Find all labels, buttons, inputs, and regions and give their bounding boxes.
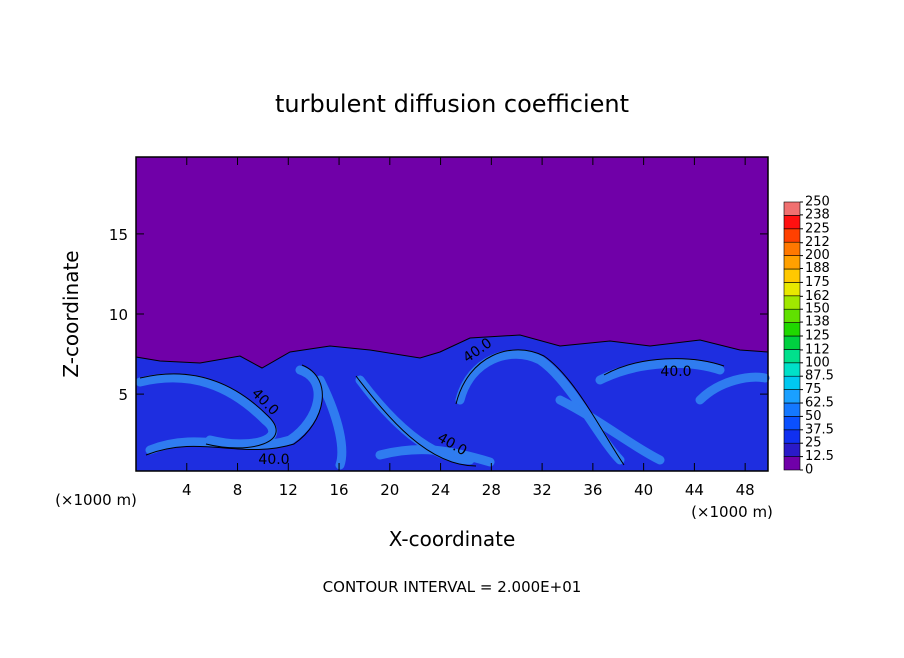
colorbar-label: 75 (805, 382, 822, 397)
contour-label: 40.0 (660, 364, 691, 380)
colorbar-swatch (783, 282, 801, 297)
colorbar-swatch (783, 295, 801, 310)
x-tick-label: 16 (330, 481, 349, 499)
x-tick-label: 20 (380, 481, 399, 499)
colorbar-label: 12.5 (805, 449, 834, 464)
field (135, 157, 770, 472)
colorbar-label: 175 (805, 275, 830, 290)
x-tick-label: 28 (482, 481, 501, 499)
colorbar-swatch (783, 255, 801, 270)
colorbar-label: 50 (805, 409, 822, 424)
colorbar-label: 25 (805, 436, 822, 451)
x-tick-label: 40 (634, 481, 653, 499)
y-tick-label: 5 (118, 386, 128, 404)
colorbar-label: 112 (805, 342, 830, 357)
colorbar-swatch (783, 456, 801, 471)
colorbar-swatch (783, 402, 801, 417)
colorbar-swatch (783, 349, 801, 364)
colorbar-swatch (783, 362, 801, 377)
colorbar-swatch (783, 375, 801, 390)
colorbar-label: 200 (805, 248, 830, 263)
colorbar-label: 162 (805, 289, 830, 304)
colorbar-swatch (783, 241, 801, 256)
x-tick-label: 36 (583, 481, 602, 499)
y-tick-label: 10 (109, 306, 128, 324)
x-tick-label: 8 (233, 481, 243, 499)
colorbar-label: 212 (805, 235, 830, 250)
colorbar-swatch (783, 442, 801, 457)
colorbar-label: 138 (805, 315, 830, 330)
colorbar-label: 188 (805, 261, 830, 276)
colorbar-swatch (783, 389, 801, 404)
chart-title: turbulent diffusion coefficient (275, 90, 629, 118)
colorbar-swatch (783, 215, 801, 230)
x-unit-label: (×1000 m) (691, 503, 773, 521)
colorbar-label: 87.5 (805, 369, 834, 384)
colorbar-label: 0 (805, 463, 813, 478)
field-swirls (135, 349, 770, 470)
colorbar-label: 37.5 (805, 422, 834, 437)
x-tick-label: 12 (279, 481, 298, 499)
colorbar-swatch (783, 308, 801, 323)
colorbar-label: 250 (805, 195, 830, 210)
colorbar-label: 225 (805, 221, 830, 236)
colorbar-swatch (783, 416, 801, 431)
colorbar-label: 150 (805, 302, 830, 317)
colorbar-label: 125 (805, 329, 830, 344)
footnote: CONTOUR INTERVAL = 2.000E+01 (323, 578, 582, 596)
y-unit-label: (×1000 m) (55, 491, 137, 509)
x-tick-label: 4 (182, 481, 192, 499)
x-tick-label: 44 (685, 481, 704, 499)
colorbar-swatch (783, 201, 801, 216)
colorbar-swatch (783, 322, 801, 337)
colorbar-swatch (783, 228, 801, 243)
colorbar-swatch (783, 429, 801, 444)
x-tick-label: 48 (736, 481, 755, 499)
colorbar-swatch (783, 335, 801, 350)
colorbar-label: 238 (805, 207, 830, 222)
x-axis-title: X-coordinate (389, 527, 516, 551)
colorbar-label: 100 (805, 355, 830, 370)
contour-label: 40.0 (258, 452, 289, 468)
colorbar-swatch (783, 268, 801, 283)
x-tick-label: 32 (533, 481, 552, 499)
colorbar-label: 62.5 (805, 396, 834, 411)
y-tick-label: 15 (109, 226, 128, 244)
y-axis-title: Z-coordinate (59, 250, 83, 377)
contour-lines (139, 349, 725, 467)
x-tick-label: 24 (431, 481, 450, 499)
